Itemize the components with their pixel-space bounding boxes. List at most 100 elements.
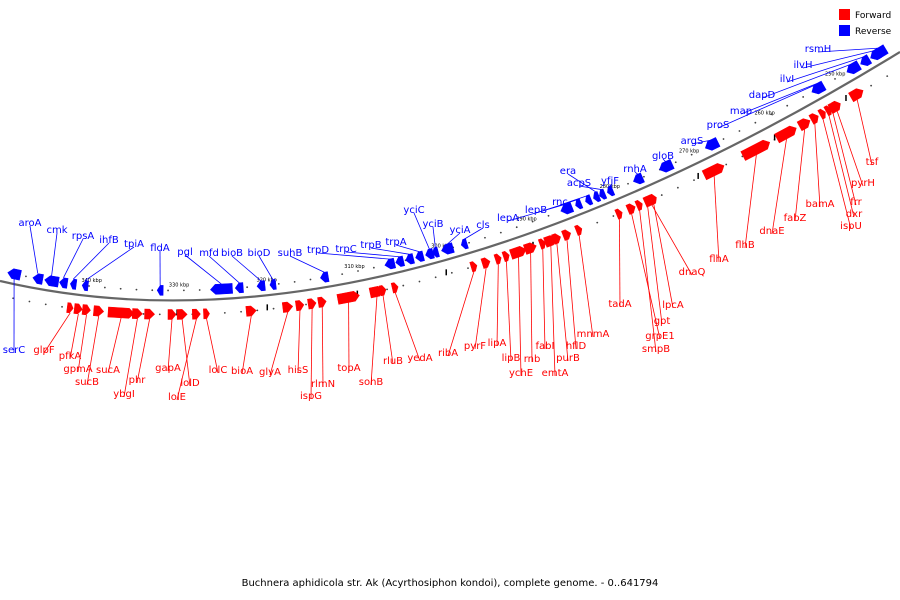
- gene-dnaE-arrow[interactable]: [774, 124, 799, 144]
- gene-glyA-arrow[interactable]: [281, 301, 294, 313]
- gene-acpS-arrow[interactable]: [597, 188, 608, 201]
- gene-ihfB-leader: [73, 242, 110, 280]
- gene-bioD-arrow[interactable]: [269, 279, 277, 290]
- gene-cmk-label: cmk: [46, 225, 67, 236]
- gene-dnaQ-arrow[interactable]: [644, 193, 658, 207]
- gene-pfkA-arrow[interactable]: [73, 303, 83, 315]
- gene-yciC-leader: [413, 212, 430, 250]
- gene-flhA-arrow[interactable]: [701, 161, 726, 181]
- scale-dot: [151, 289, 154, 292]
- gene-gpmA-arrow[interactable]: [81, 304, 91, 316]
- gene-yciC-arrow[interactable]: [424, 247, 435, 260]
- scale-dot: [12, 297, 15, 300]
- gene-rnhA-arrow[interactable]: [631, 172, 645, 186]
- gene-hisS-arrow[interactable]: [295, 300, 305, 312]
- gene-mfd-arrow[interactable]: [234, 282, 244, 294]
- kbp-label: 320 kbp: [257, 278, 277, 284]
- gene-ihfB-arrow[interactable]: [70, 278, 78, 290]
- gene-era-arrow[interactable]: [592, 191, 602, 203]
- gene-lolE-arrow[interactable]: [191, 308, 201, 320]
- gene-trpD-leader: [317, 252, 390, 260]
- gene-tpiA-arrow[interactable]: [81, 280, 89, 292]
- scale-dot: [142, 313, 145, 315]
- gene-gapA-leader: [167, 319, 173, 372]
- gene-aroA-arrow[interactable]: [32, 273, 44, 285]
- gene-ychE-arrow[interactable]: [509, 245, 527, 260]
- gene-map-arrow[interactable]: [816, 80, 827, 93]
- gene-rnb-arrow[interactable]: [522, 241, 538, 255]
- gene-pyrH-arrow[interactable]: [830, 99, 843, 113]
- gene-yciA-arrow[interactable]: [440, 242, 455, 256]
- gene-fldA-arrow[interactable]: [156, 285, 164, 296]
- gene-ribA-arrow[interactable]: [469, 261, 479, 273]
- gene-cls-leader: [463, 227, 484, 240]
- gene-lipB-arrow[interactable]: [501, 250, 511, 263]
- gene-lolD-arrow[interactable]: [176, 309, 188, 320]
- gene-rpsA-arrow[interactable]: [59, 277, 69, 289]
- scale-dot: [88, 285, 90, 287]
- scale-dot: [277, 283, 280, 285]
- gene-trpD-arrow[interactable]: [384, 257, 397, 270]
- gene-yedA-arrow[interactable]: [390, 282, 399, 294]
- scale-dot: [754, 121, 757, 124]
- gene-hflD-leader: [566, 239, 577, 350]
- gene-topA-arrow[interactable]: [336, 290, 360, 305]
- gene-bamA-leader: [814, 122, 821, 208]
- gene-rsmH-arrow[interactable]: [869, 44, 889, 62]
- gene-hflD-arrow[interactable]: [561, 228, 572, 241]
- gene-pgl-arrow[interactable]: [210, 283, 233, 295]
- gene-trpC-arrow[interactable]: [395, 255, 406, 268]
- gene-pgl-label: pgl: [177, 247, 192, 258]
- gene-pfkA-leader: [69, 313, 79, 360]
- gene-sucB-leader: [86, 316, 100, 386]
- gene-smpB-arrow[interactable]: [634, 199, 644, 212]
- gene-bioB-arrow[interactable]: [256, 280, 266, 292]
- gene-pyrF-arrow[interactable]: [480, 257, 492, 269]
- gene-tsf-arrow[interactable]: [848, 86, 865, 103]
- gene-bamA-arrow[interactable]: [808, 112, 821, 125]
- scale-dot: [531, 220, 534, 223]
- gene-lipA-arrow[interactable]: [493, 253, 503, 265]
- gene-dapD-arrow[interactable]: [844, 60, 862, 77]
- gene-suhB-arrow[interactable]: [320, 271, 330, 283]
- gene-fabI-arrow[interactable]: [537, 238, 547, 250]
- gene-purB-arrow[interactable]: [551, 232, 562, 245]
- gene-glpF-arrow[interactable]: [66, 302, 74, 314]
- gene-flhB-arrow[interactable]: [740, 138, 772, 161]
- gene-sucA-arrow[interactable]: [107, 306, 135, 319]
- gene-trpB-arrow[interactable]: [404, 253, 415, 265]
- gene-argS-arrow[interactable]: [703, 137, 721, 152]
- gene-phr-arrow[interactable]: [144, 308, 155, 320]
- gene-gloB-arrow[interactable]: [657, 159, 675, 174]
- gene-sucB-arrow[interactable]: [93, 305, 105, 317]
- gene-bioA-arrow[interactable]: [245, 305, 257, 317]
- gene-mnmA-leader: [578, 234, 594, 338]
- gene-ispU-arrow[interactable]: [817, 108, 828, 120]
- gene-fabZ-leader: [794, 128, 806, 222]
- gene-grpE1-arrow[interactable]: [625, 202, 637, 215]
- gene-ispG-arrow[interactable]: [307, 298, 317, 310]
- scale-dot: [434, 276, 437, 279]
- gene-lolC-label: lolC: [209, 365, 228, 376]
- gene-cmk-arrow[interactable]: [44, 275, 60, 288]
- gene-trpA-arrow[interactable]: [414, 250, 425, 263]
- gene-tadA-arrow[interactable]: [614, 208, 624, 220]
- gene-acpS-leader: [578, 185, 603, 191]
- gene-dxr-label: dxr: [846, 209, 863, 220]
- gene-fabZ-arrow[interactable]: [796, 116, 812, 132]
- gene-gapA-arrow[interactable]: [167, 309, 177, 320]
- gene-sucB-label: sucB: [75, 377, 99, 388]
- gene-cls-arrow[interactable]: [460, 238, 469, 250]
- gene-serC-arrow[interactable]: [7, 268, 22, 281]
- gene-rnc-arrow[interactable]: [584, 194, 594, 207]
- gene-ilvI-arrow[interactable]: [858, 54, 873, 69]
- gene-lolC-arrow[interactable]: [203, 308, 210, 320]
- gene-rlmN-arrow[interactable]: [317, 296, 327, 308]
- gene-rluB-arrow[interactable]: [378, 285, 387, 297]
- gene-fabI-label: fabI: [536, 341, 555, 352]
- gene-ybgI-arrow[interactable]: [131, 308, 143, 319]
- gene-yciB-arrow[interactable]: [431, 246, 440, 258]
- gene-argS-leader: [691, 139, 712, 145]
- gene-mnmA-arrow[interactable]: [574, 224, 583, 236]
- gene-lipB-leader: [505, 261, 512, 362]
